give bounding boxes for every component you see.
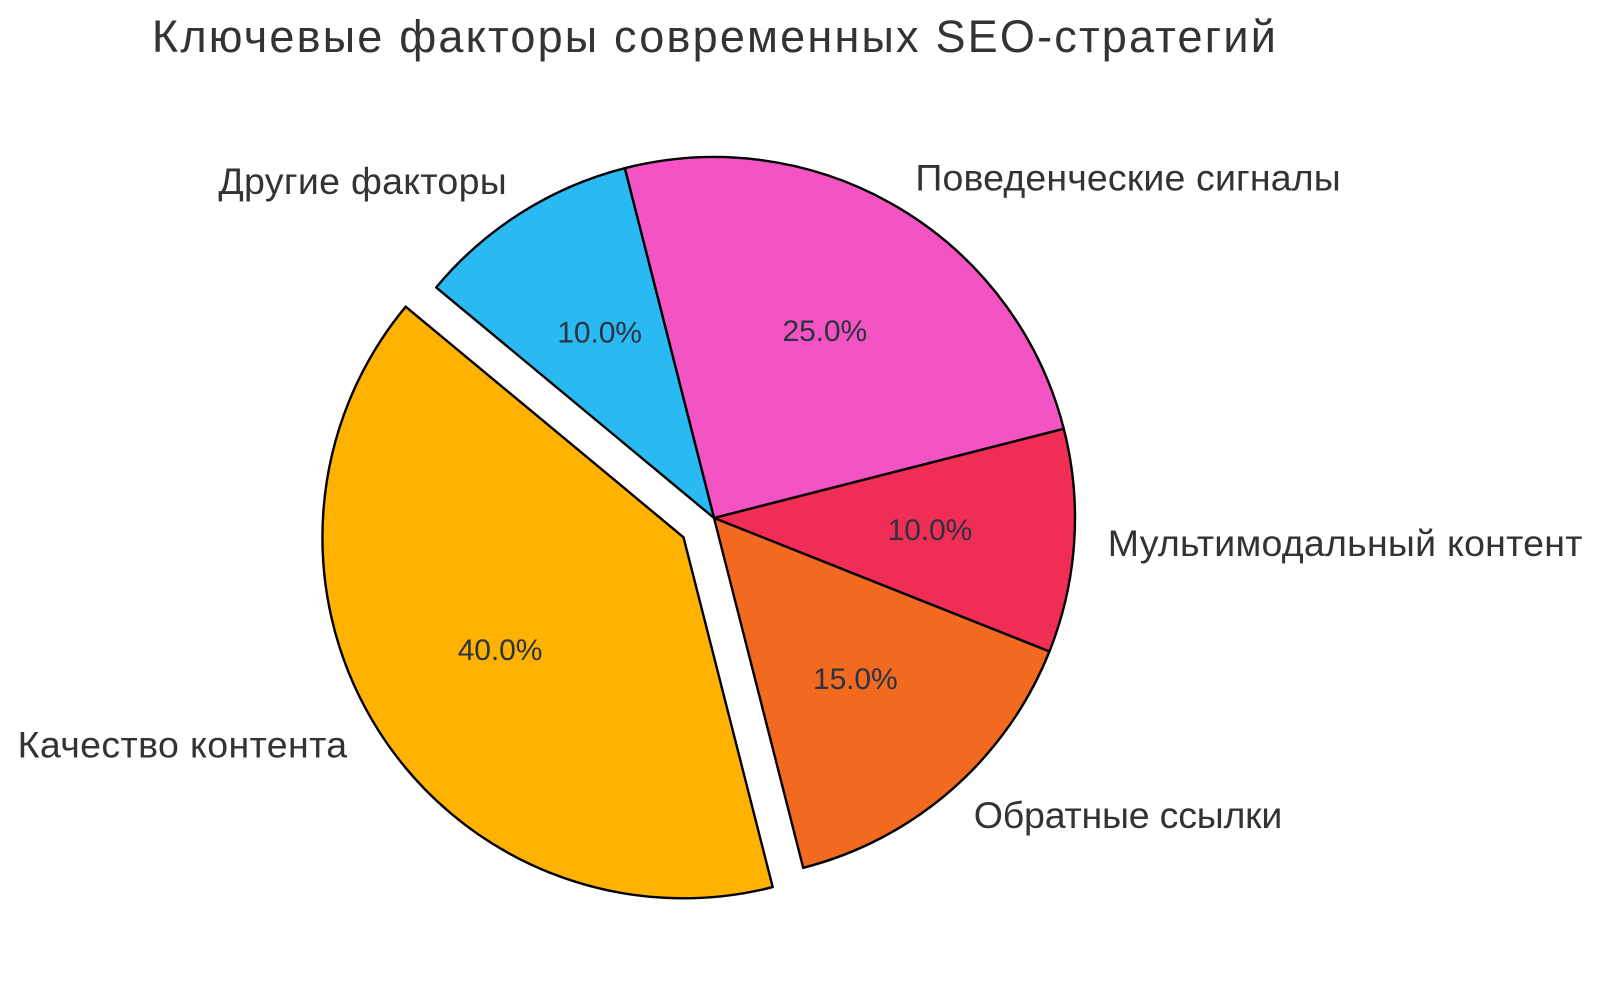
svg-text:10.0%: 10.0% [557, 317, 642, 350]
svg-text:25.0%: 25.0% [783, 315, 868, 348]
svg-text:Другие факторы: Другие факторы [218, 160, 507, 202]
svg-text:Мультимодальный контент: Мультимодальный контент [1108, 522, 1583, 564]
svg-text:Обратные ссылки: Обратные ссылки [974, 794, 1282, 836]
svg-text:Качество контента: Качество контента [18, 724, 348, 766]
svg-text:10.0%: 10.0% [888, 514, 973, 547]
svg-text:Поведенческие сигналы: Поведенческие сигналы [915, 156, 1340, 198]
svg-text:40.0%: 40.0% [458, 634, 543, 667]
svg-text:Ключевые факторы современных S: Ключевые факторы современных SEO-стратег… [152, 11, 1278, 62]
svg-text:15.0%: 15.0% [813, 663, 898, 696]
